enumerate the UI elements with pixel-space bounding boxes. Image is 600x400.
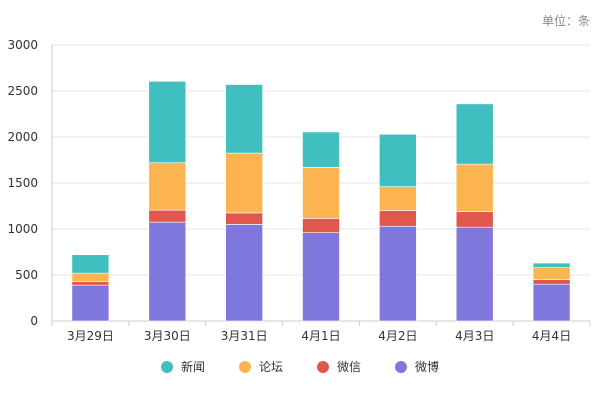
y-tick-label: 3000 bbox=[7, 38, 38, 52]
x-tick-label: 4月2日 bbox=[378, 329, 417, 343]
x-tick-label: 3月31日 bbox=[221, 329, 268, 343]
bar-segment bbox=[532, 267, 571, 280]
bar-segment bbox=[71, 281, 110, 286]
legend-label: 微信 bbox=[337, 360, 362, 374]
legend: 新闻 论坛 微信 微博 bbox=[0, 358, 600, 375]
bar-segment bbox=[225, 212, 263, 225]
x-tick-label: 4月3日 bbox=[455, 329, 494, 343]
legend-swatch bbox=[238, 360, 251, 373]
bar-segment bbox=[379, 225, 417, 322]
legend-swatch bbox=[317, 360, 329, 373]
bar-segment bbox=[225, 84, 263, 154]
y-tick-label: 0 bbox=[30, 314, 38, 328]
legend-swatch bbox=[160, 360, 173, 373]
bar-segment bbox=[455, 226, 494, 322]
bar-segment bbox=[148, 162, 187, 211]
legend-label: 微博 bbox=[415, 360, 440, 374]
legend-item[interactable]: 新闻 bbox=[160, 358, 205, 375]
bar-segment bbox=[302, 131, 340, 168]
bar-segment bbox=[455, 103, 494, 165]
y-tick-label: 1500 bbox=[7, 176, 38, 190]
bar-segment bbox=[148, 81, 187, 164]
y-tick-label: 500 bbox=[15, 268, 38, 282]
bar-segment bbox=[302, 218, 340, 233]
bar-segment bbox=[148, 209, 187, 223]
bar-segment bbox=[379, 210, 417, 227]
legend-label: 论坛 bbox=[258, 360, 283, 374]
x-tick-label: 4月4日 bbox=[532, 329, 571, 343]
bar-segment bbox=[302, 232, 340, 322]
bar-segment bbox=[455, 211, 494, 228]
bar-segment bbox=[379, 133, 417, 187]
x-tick-label: 3月29日 bbox=[67, 329, 114, 343]
legend-item[interactable]: 论坛 bbox=[238, 358, 283, 375]
x-tick-label: 4月1日 bbox=[301, 329, 340, 343]
legend-swatch bbox=[395, 360, 408, 373]
legend-label: 新闻 bbox=[180, 360, 205, 374]
x-tick-label: 3月30日 bbox=[144, 329, 191, 343]
bar-segment bbox=[455, 163, 494, 212]
bar-segment bbox=[532, 283, 571, 322]
bar-segment bbox=[379, 186, 417, 211]
y-tick-label: 2500 bbox=[7, 84, 38, 98]
bar-segment bbox=[71, 284, 110, 322]
legend-item[interactable]: 微信 bbox=[317, 358, 361, 375]
bar-segment bbox=[532, 279, 571, 285]
bar-segment bbox=[148, 221, 187, 322]
y-tick-label: 2000 bbox=[7, 130, 38, 144]
bar-segment bbox=[225, 224, 263, 322]
bar-segment bbox=[71, 272, 110, 282]
unit-label: 单位：条 bbox=[541, 14, 590, 28]
bar-segment bbox=[71, 254, 110, 274]
legend-item[interactable]: 微博 bbox=[395, 358, 439, 375]
bar-segment bbox=[225, 152, 263, 214]
bar-segment bbox=[302, 167, 340, 219]
bar-segment bbox=[532, 262, 571, 268]
y-tick-label: 1000 bbox=[7, 222, 38, 236]
